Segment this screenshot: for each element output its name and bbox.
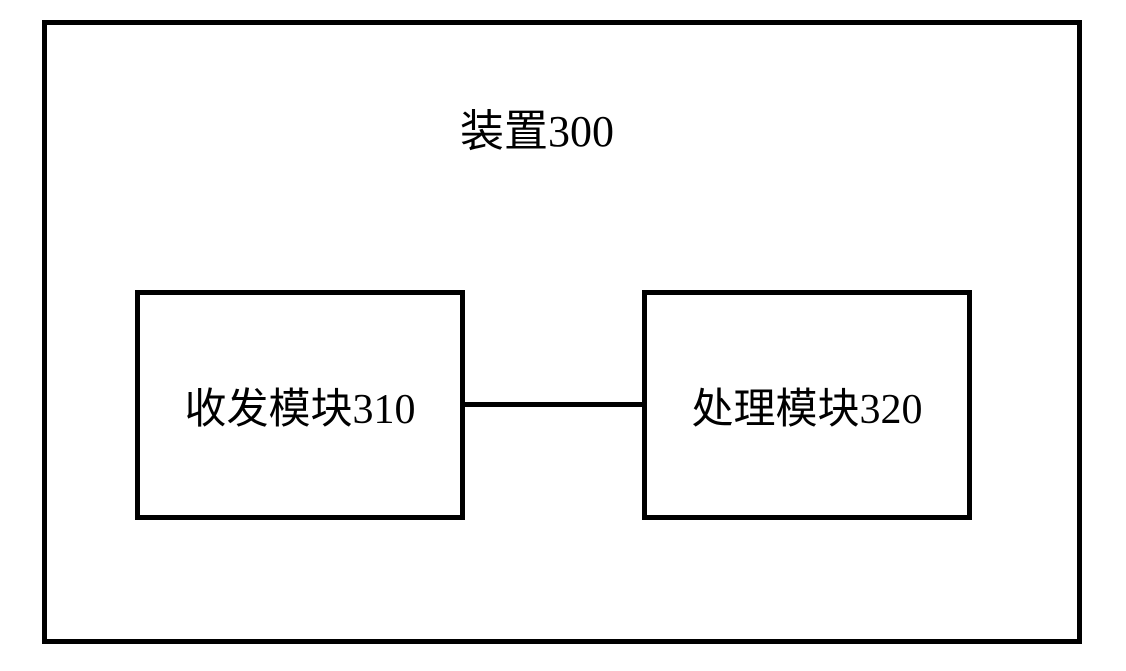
module-transceiver: 收发模块310 bbox=[135, 290, 465, 520]
outer-container-box: 装置300 收发模块310 处理模块320 bbox=[42, 20, 1082, 644]
module-processor-label: 处理模块320 bbox=[691, 375, 922, 436]
module-processor: 处理模块320 bbox=[642, 290, 972, 520]
diagram-title: 装置300 bbox=[460, 95, 614, 159]
module-transceiver-label: 收发模块310 bbox=[184, 375, 415, 436]
connector-line bbox=[465, 402, 642, 407]
